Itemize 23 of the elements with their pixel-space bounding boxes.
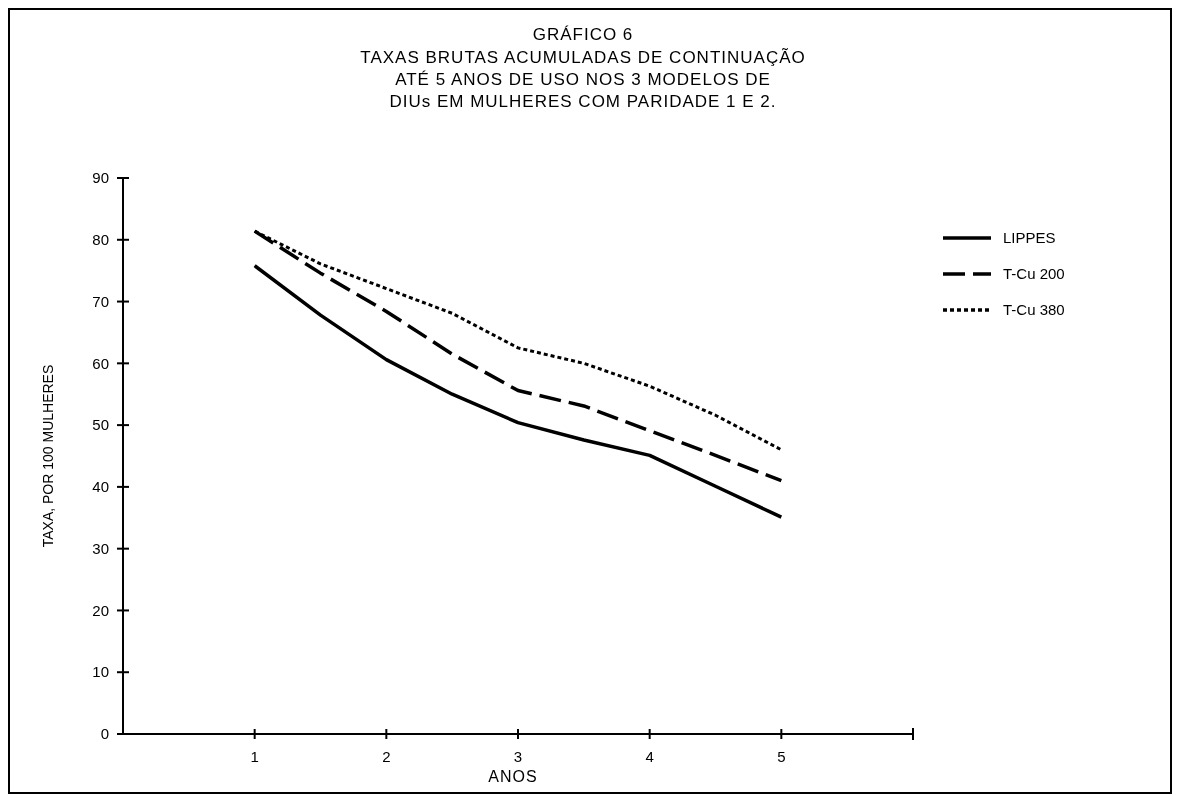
chart-subtitle: TAXAS BRUTAS ACUMULADAS DE CONTINUAÇÃO ATÉ 5 ANOS DE USO NOS 3 MODELOS DE DIUs EM MULHERES COM PARIDADE 1 E 2.	[360, 48, 806, 111]
y-tick-label: 90	[92, 169, 109, 187]
y-tick-label: 0	[100, 725, 109, 743]
legend-label: LIPPES	[1003, 229, 1056, 247]
y-tick-label: 50	[92, 416, 109, 434]
y-tick-label: 60	[92, 354, 109, 372]
x-tick-label: 1	[250, 748, 259, 765]
y-tick-label: 30	[92, 539, 109, 557]
y-tick-label: 70	[92, 292, 109, 310]
x-tick-label: 5	[777, 748, 786, 765]
y-axis-title: TAXA, POR 100 MULHERES	[40, 364, 56, 548]
y-tick-label: 80	[92, 231, 109, 249]
x-axis-title: ANOS	[488, 768, 538, 785]
x-tick-label: 3	[513, 748, 523, 765]
chart-title: GRÁFICO 6	[532, 25, 634, 44]
y-tick-label: 40	[92, 478, 109, 496]
line-series	[252, 263, 784, 519]
x-tick-label: 2	[382, 748, 391, 765]
legend-label: T-Cu 380	[1003, 301, 1065, 319]
legend-label: T-Cu 200	[1003, 265, 1065, 283]
y-tick-label: 10	[92, 663, 109, 681]
y-tick-label: 20	[92, 601, 109, 619]
x-tick-label: 4	[645, 748, 654, 765]
